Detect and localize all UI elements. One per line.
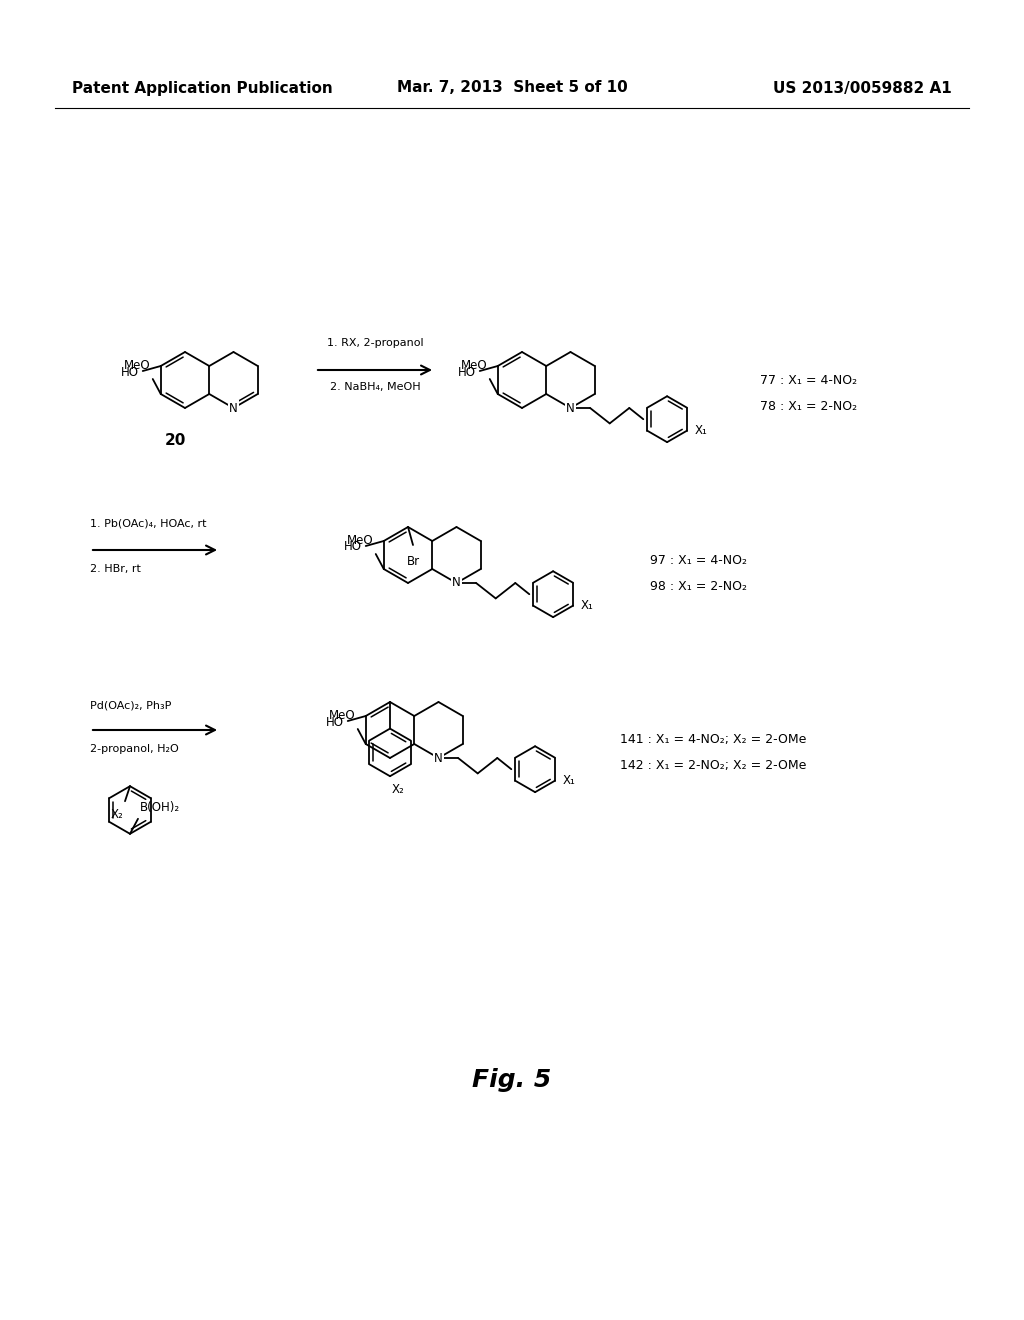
Text: HO: HO <box>121 366 138 379</box>
Text: Br: Br <box>407 554 420 568</box>
Text: X₁: X₁ <box>581 599 594 612</box>
Text: Mar. 7, 2013  Sheet 5 of 10: Mar. 7, 2013 Sheet 5 of 10 <box>396 81 628 95</box>
Text: 77 : X₁ = 4-NO₂: 77 : X₁ = 4-NO₂ <box>760 374 857 387</box>
Text: 97 : X₁ = 4-NO₂: 97 : X₁ = 4-NO₂ <box>650 553 746 566</box>
Text: 2-propanol, H₂O: 2-propanol, H₂O <box>90 744 179 754</box>
Text: MeO: MeO <box>124 359 151 372</box>
Text: X₂: X₂ <box>392 783 404 796</box>
Text: Pd(OAc)₂, Ph₃P: Pd(OAc)₂, Ph₃P <box>90 700 171 710</box>
Text: HO: HO <box>326 715 344 729</box>
Text: 141 : X₁ = 4-NO₂; X₂ = 2-OMe: 141 : X₁ = 4-NO₂; X₂ = 2-OMe <box>620 734 806 747</box>
Text: 1. RX, 2-propanol: 1. RX, 2-propanol <box>327 338 423 348</box>
Text: X₂: X₂ <box>111 808 123 821</box>
Text: N: N <box>229 401 238 414</box>
Text: 2. HBr, rt: 2. HBr, rt <box>90 564 141 574</box>
Text: 78 : X₁ = 2-NO₂: 78 : X₁ = 2-NO₂ <box>760 400 857 412</box>
Text: Patent Application Publication: Patent Application Publication <box>72 81 333 95</box>
Text: MeO: MeO <box>461 359 487 372</box>
Text: 20: 20 <box>164 433 185 447</box>
Text: MeO: MeO <box>347 535 374 546</box>
Text: B(OH)₂: B(OH)₂ <box>140 801 180 814</box>
Text: N: N <box>434 751 442 764</box>
Text: US 2013/0059882 A1: US 2013/0059882 A1 <box>773 81 952 95</box>
Text: HO: HO <box>458 366 476 379</box>
Text: 1. Pb(OAc)₄, HOAc, rt: 1. Pb(OAc)₄, HOAc, rt <box>90 517 207 528</box>
Text: 2. NaBH₄, MeOH: 2. NaBH₄, MeOH <box>330 381 420 392</box>
Text: Fig. 5: Fig. 5 <box>472 1068 552 1092</box>
Text: N: N <box>566 401 574 414</box>
Text: MeO: MeO <box>329 709 355 722</box>
Text: N: N <box>453 577 461 590</box>
Text: X₁: X₁ <box>695 424 708 437</box>
Text: 98 : X₁ = 2-NO₂: 98 : X₁ = 2-NO₂ <box>650 579 746 593</box>
Text: 142 : X₁ = 2-NO₂; X₂ = 2-OMe: 142 : X₁ = 2-NO₂; X₂ = 2-OMe <box>620 759 806 772</box>
Text: X₁: X₁ <box>563 774 575 787</box>
Text: HO: HO <box>344 540 361 553</box>
